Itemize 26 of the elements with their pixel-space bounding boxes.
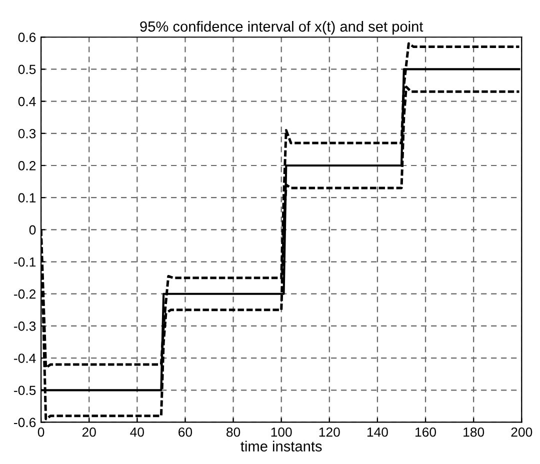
x-tick-label: 120 xyxy=(319,427,340,437)
y-tick-label: -0.4 xyxy=(14,354,36,363)
y-tick-label: 0.5 xyxy=(18,64,36,74)
y-tick-label: -0.6 xyxy=(14,418,36,428)
x-tick-label: 40 xyxy=(130,427,144,437)
x-tick-label: 200 xyxy=(511,427,532,437)
y-tick-label: 0.1 xyxy=(18,193,36,202)
y-tick-label: -0.3 xyxy=(14,322,36,331)
y-tick-label: 0.6 xyxy=(18,32,36,42)
x-tick-label: 20 xyxy=(82,427,96,437)
y-tick-label: -0.2 xyxy=(14,289,36,299)
x-tick-label: 140 xyxy=(367,427,388,437)
y-tick-label: 0.3 xyxy=(18,128,36,138)
x-tick-label: 180 xyxy=(464,427,484,437)
x-tick-label: 0 xyxy=(38,427,44,437)
y-tick-label: 0.2 xyxy=(18,161,36,170)
y-tick-label: 0 xyxy=(29,225,36,235)
y-tick-label: -0.5 xyxy=(14,386,36,396)
x-axis-title: time instants xyxy=(240,440,322,452)
x-tick-label: 60 xyxy=(178,427,192,437)
x-tick-label: 80 xyxy=(226,427,240,437)
y-tick-label: -0.1 xyxy=(14,257,36,267)
x-tick-label: 100 xyxy=(271,427,292,437)
x-tick-label: 160 xyxy=(416,427,436,437)
y-tick-label: 0.4 xyxy=(18,96,36,106)
chart-title: 95% confidence interval of x(t) and set point xyxy=(140,20,424,35)
